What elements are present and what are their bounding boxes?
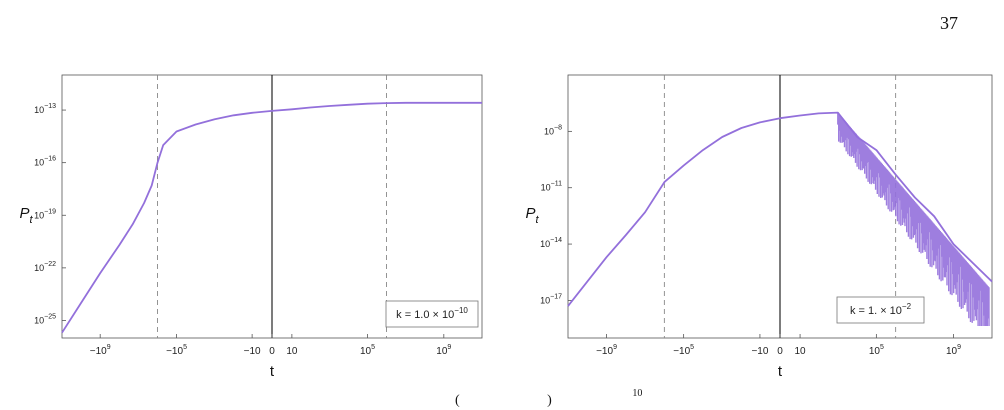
y-tick-label: 10−19: [34, 208, 56, 220]
y-tick-label: 10−17: [540, 293, 562, 305]
x-axis-title: t: [778, 363, 783, 380]
x-tick-label: 109: [436, 344, 451, 357]
y-axis-title: Pt: [525, 205, 539, 226]
legend-box: [385, 300, 479, 328]
footer-fragment: ( ) 10: [455, 388, 642, 409]
x-tick-label: −105: [166, 344, 187, 357]
series-line: [567, 111, 993, 307]
oscillation-strokes: [837, 112, 990, 326]
y-axis-title: Pt: [19, 205, 33, 226]
footer-open-paren: (: [455, 393, 460, 408]
y-tick-label: 10−13: [34, 103, 56, 115]
footer-close-paren: ): [547, 393, 552, 408]
x-tick-label: 105: [360, 344, 375, 357]
x-tick-label: −105: [673, 344, 694, 357]
x-tick-label: −109: [90, 344, 111, 357]
x-tick-label: 10: [795, 346, 807, 357]
legend-label: k = 1.0 × 10−10: [396, 306, 468, 321]
legend-box: [836, 296, 925, 324]
chart-left: −109 −105 −10 0 10 105 109 10−13 10−16 10−19 10−22…: [19, 74, 483, 380]
x-tick-label: 10: [286, 346, 298, 357]
y-tick-label: 10−14: [540, 237, 562, 249]
y-tick-label: 10−22: [34, 261, 56, 273]
y-tick-label: 10−16: [34, 156, 56, 168]
x-tick-label: 0: [269, 346, 275, 357]
series-line: [61, 101, 482, 334]
x-tick-label: −109: [596, 344, 617, 357]
oscillation-band: [837, 112, 990, 326]
page-number: 37: [940, 13, 958, 33]
y-tick-label: 10−25: [34, 313, 56, 325]
legend-label: k = 1. × 10−2: [850, 302, 912, 317]
x-tick-label: −10: [751, 346, 768, 357]
y-tick-label: 10−8: [544, 124, 562, 136]
x-tick-label: −10: [244, 346, 261, 357]
footer-exponent: 10: [632, 388, 643, 399]
x-axis-title: t: [270, 363, 275, 380]
y-tick-label: 10−11: [541, 181, 562, 193]
x-tick-label: 109: [946, 344, 961, 357]
x-tick-label: 0: [777, 346, 783, 357]
x-tick-label: 105: [869, 344, 884, 357]
chart-right: −109 −105 −10 0 10 105 109 10−8 10−11 10−14 10−17 t…: [525, 74, 993, 380]
